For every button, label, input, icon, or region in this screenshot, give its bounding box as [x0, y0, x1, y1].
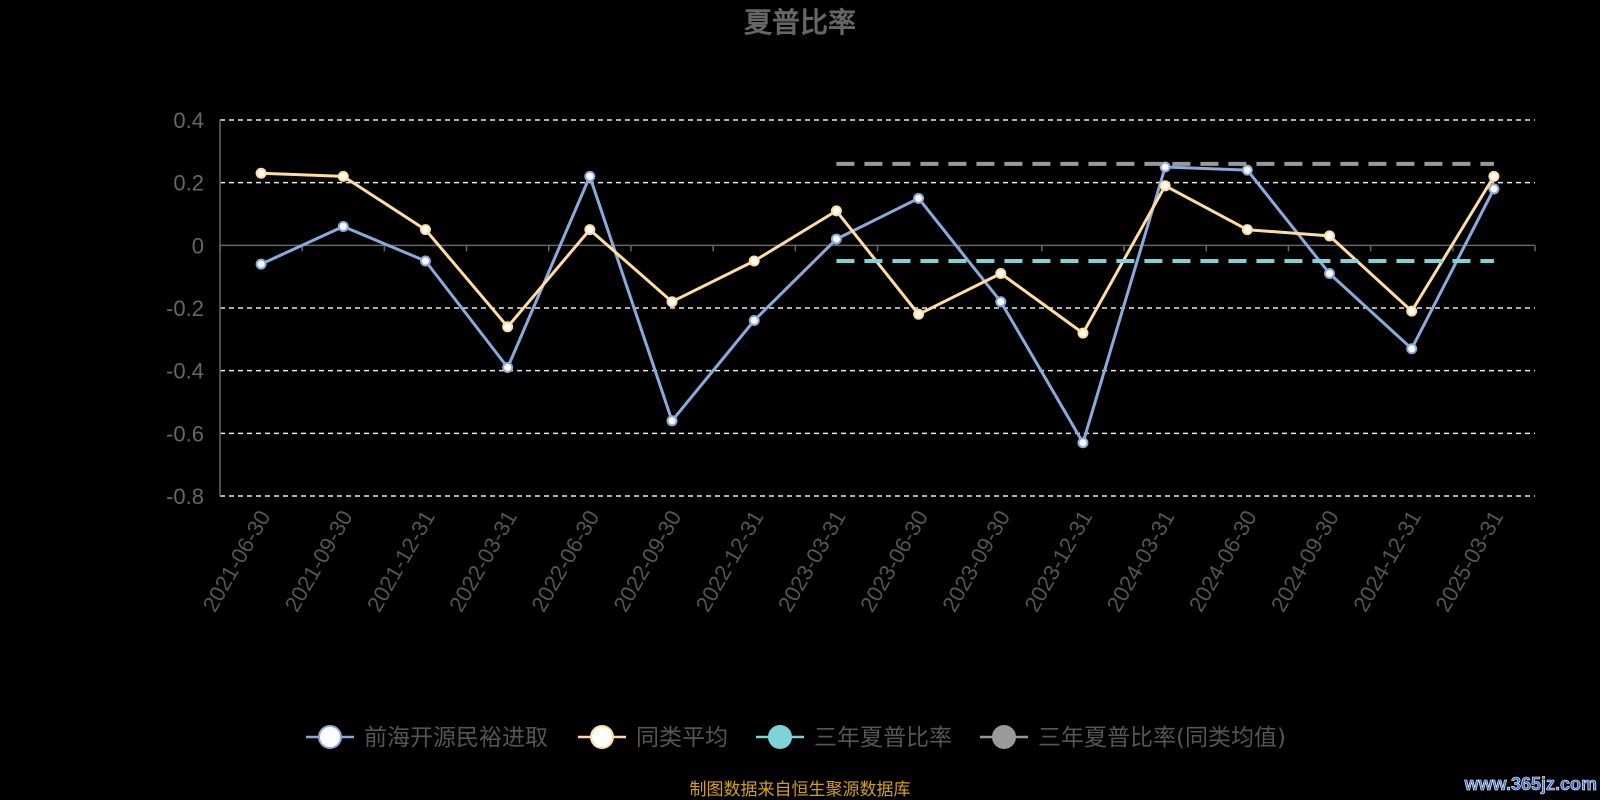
data-point[interactable] — [1406, 343, 1418, 355]
data-point[interactable] — [748, 315, 760, 327]
x-tick-label: 2024-06-30 — [1184, 506, 1262, 616]
data-point[interactable] — [419, 255, 431, 267]
data-point[interactable] — [337, 170, 349, 182]
legend[interactable]: 前海开源民裕进取 同类平均 三年夏普比率 三年夏普比率(同类均值) — [306, 725, 1286, 751]
x-tick-label: 2024-12-31 — [1348, 506, 1426, 616]
grid-layer — [220, 119, 1535, 497]
legend-item-0[interactable]: 前海开源民裕进取 — [306, 725, 548, 751]
data-point[interactable] — [337, 221, 349, 233]
series-line — [261, 171, 1496, 335]
x-tick-label: 2024-03-31 — [1102, 506, 1180, 616]
legend-item-3[interactable]: 三年夏普比率(同类均值) — [980, 725, 1286, 751]
x-tick-label: 2025-03-31 — [1430, 506, 1508, 616]
data-point[interactable] — [1159, 161, 1171, 173]
data-point[interactable] — [1324, 268, 1336, 280]
data-point[interactable] — [830, 233, 842, 245]
legend-item-1[interactable]: 同类平均 — [578, 725, 728, 751]
data-point[interactable] — [1077, 437, 1089, 449]
data-point[interactable] — [666, 296, 678, 308]
x-tick-label: 2023-12-31 — [1019, 506, 1097, 616]
data-point[interactable] — [913, 192, 925, 204]
x-tick-label: 2023-03-31 — [773, 506, 851, 616]
legend-label: 前海开源民裕进取 — [364, 725, 548, 751]
data-point[interactable] — [995, 268, 1007, 280]
x-tick-label: 2022-03-31 — [444, 506, 522, 616]
y-tick-label: 0 — [192, 233, 204, 258]
legend-label: 三年夏普比率(同类均值) — [1038, 725, 1286, 751]
legend-marker-icon — [318, 725, 342, 749]
watermark: www.365jz.com — [1464, 774, 1597, 794]
series-layer — [255, 161, 1500, 449]
data-point[interactable] — [419, 224, 431, 236]
data-point[interactable] — [1324, 230, 1336, 242]
data-point[interactable] — [502, 321, 514, 333]
data-point[interactable] — [748, 255, 760, 267]
y-tick-label: 0.4 — [173, 108, 204, 133]
data-point[interactable] — [1488, 183, 1500, 195]
data-point[interactable] — [913, 308, 925, 320]
legend-item-2[interactable]: 三年夏普比率 — [756, 725, 952, 751]
data-point[interactable] — [1241, 164, 1253, 176]
data-point[interactable] — [255, 167, 267, 179]
x-tick-label: 2021-12-31 — [362, 506, 440, 616]
data-point[interactable] — [1077, 327, 1089, 339]
x-tick-label: 2024-09-30 — [1266, 506, 1344, 616]
x-tick-label: 2021-06-30 — [197, 506, 275, 616]
x-tick-label: 2022-09-30 — [608, 506, 686, 616]
chart-title: 夏普比率 — [744, 6, 856, 39]
x-tick-label: 2023-09-30 — [937, 506, 1015, 616]
y-tick-label: -0.4 — [166, 359, 204, 384]
data-point[interactable] — [1241, 224, 1253, 236]
data-point[interactable] — [502, 362, 514, 374]
legend-marker-icon — [992, 725, 1016, 749]
y-tick-label: 0.2 — [173, 171, 204, 196]
data-point[interactable] — [666, 415, 678, 427]
series-0 — [255, 161, 1500, 449]
y-tick-label: -0.2 — [166, 296, 204, 321]
data-point[interactable] — [1406, 305, 1418, 317]
x-tick-label: 2022-06-30 — [526, 506, 604, 616]
x-tick-label: 2021-09-30 — [280, 506, 358, 616]
legend-marker-icon — [590, 725, 614, 749]
source-note: 制图数据来自恒生聚源数据库 — [690, 780, 911, 800]
data-point[interactable] — [584, 224, 596, 236]
series-line — [260, 165, 1496, 445]
data-point[interactable] — [584, 170, 596, 182]
y-tick-label: -0.6 — [166, 421, 204, 446]
x-tick-label: 2022-12-31 — [691, 506, 769, 616]
legend-marker-icon — [768, 725, 792, 749]
data-point[interactable] — [255, 258, 267, 270]
x-tick-label: 2023-06-30 — [855, 506, 933, 616]
data-point[interactable] — [1159, 180, 1171, 192]
legend-label: 三年夏普比率 — [814, 725, 952, 751]
data-point[interactable] — [1488, 170, 1500, 182]
data-point[interactable] — [995, 296, 1007, 308]
data-point[interactable] — [830, 205, 842, 217]
legend-label: 同类平均 — [636, 725, 728, 751]
y-tick-label: -0.8 — [166, 484, 204, 509]
